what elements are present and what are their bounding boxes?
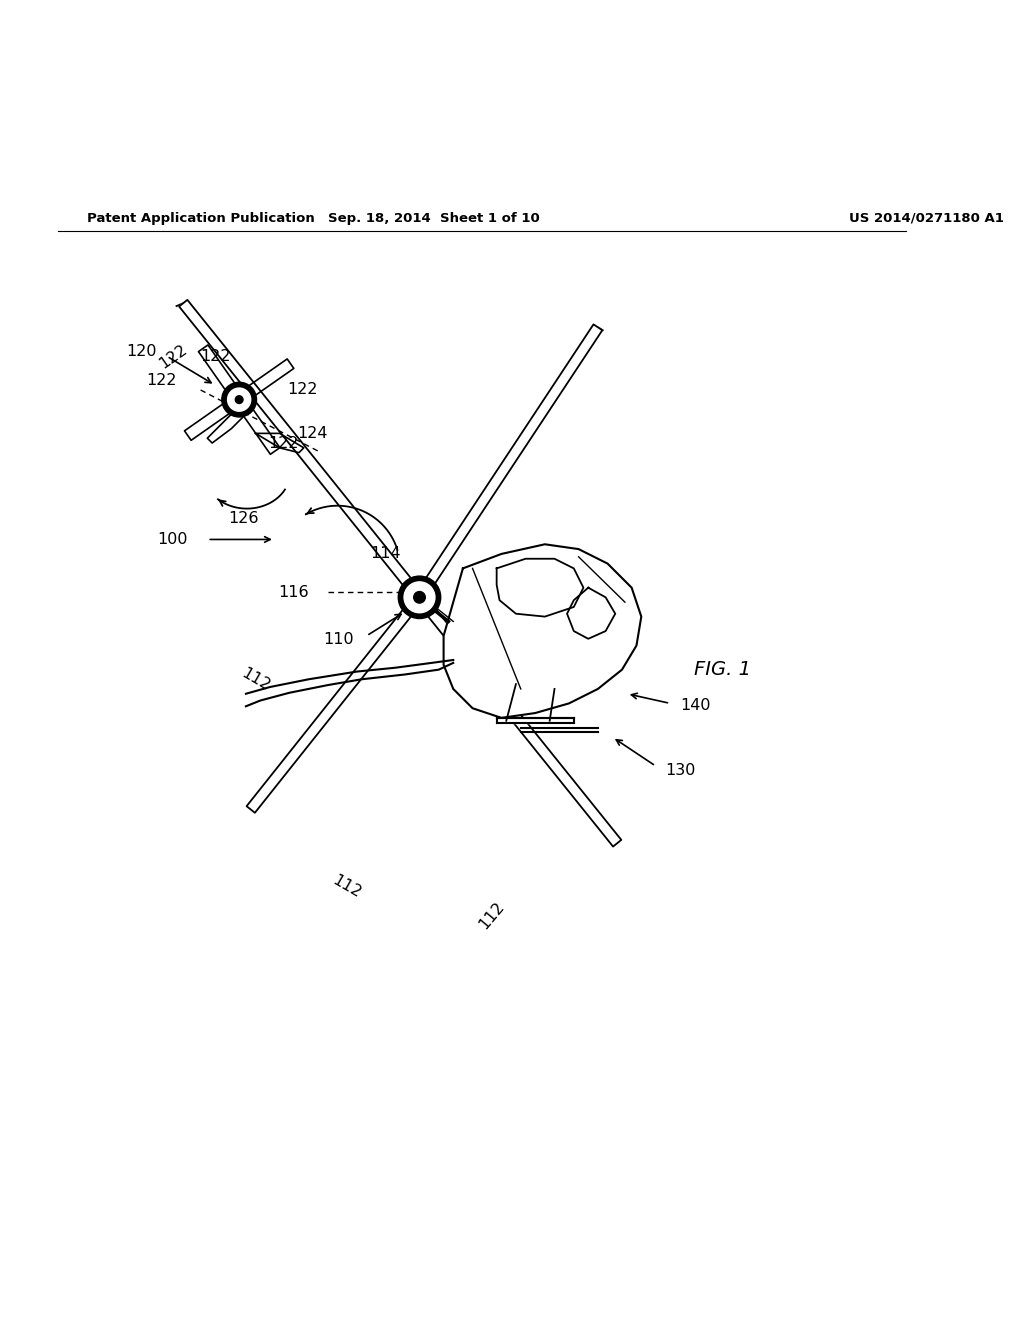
- Text: 122: 122: [146, 372, 176, 388]
- Text: 122: 122: [157, 342, 190, 371]
- Text: 112: 112: [330, 873, 365, 900]
- Text: Sep. 18, 2014  Sheet 1 of 10: Sep. 18, 2014 Sheet 1 of 10: [328, 211, 540, 224]
- Polygon shape: [247, 594, 424, 813]
- Circle shape: [227, 388, 251, 412]
- Text: 120: 120: [127, 345, 158, 359]
- Circle shape: [236, 396, 243, 404]
- Polygon shape: [443, 544, 641, 718]
- Text: 100: 100: [158, 532, 188, 546]
- Text: 112: 112: [529, 682, 560, 715]
- Text: 114: 114: [371, 545, 401, 561]
- Text: 116: 116: [278, 585, 308, 601]
- Text: 112: 112: [239, 665, 272, 693]
- Text: 124: 124: [297, 426, 328, 441]
- Text: 130: 130: [666, 763, 695, 779]
- Text: 126: 126: [228, 511, 259, 525]
- Text: 140: 140: [680, 698, 711, 713]
- Polygon shape: [179, 300, 424, 601]
- Polygon shape: [184, 395, 243, 441]
- Text: Patent Application Publication: Patent Application Publication: [87, 211, 314, 224]
- Text: US 2014/0271180 A1: US 2014/0271180 A1: [849, 211, 1004, 224]
- Polygon shape: [199, 345, 244, 403]
- Polygon shape: [416, 594, 622, 846]
- Circle shape: [398, 576, 440, 619]
- Text: 110: 110: [324, 632, 354, 647]
- Text: 122: 122: [268, 436, 299, 450]
- Polygon shape: [497, 718, 573, 722]
- Text: 122: 122: [201, 348, 231, 364]
- Circle shape: [222, 383, 257, 417]
- Text: FIG. 1: FIG. 1: [694, 660, 752, 680]
- Circle shape: [404, 582, 435, 612]
- Text: 122: 122: [288, 383, 317, 397]
- Text: 112: 112: [476, 899, 508, 932]
- Polygon shape: [234, 396, 280, 454]
- Circle shape: [414, 591, 425, 603]
- Polygon shape: [236, 359, 294, 404]
- Polygon shape: [415, 325, 602, 601]
